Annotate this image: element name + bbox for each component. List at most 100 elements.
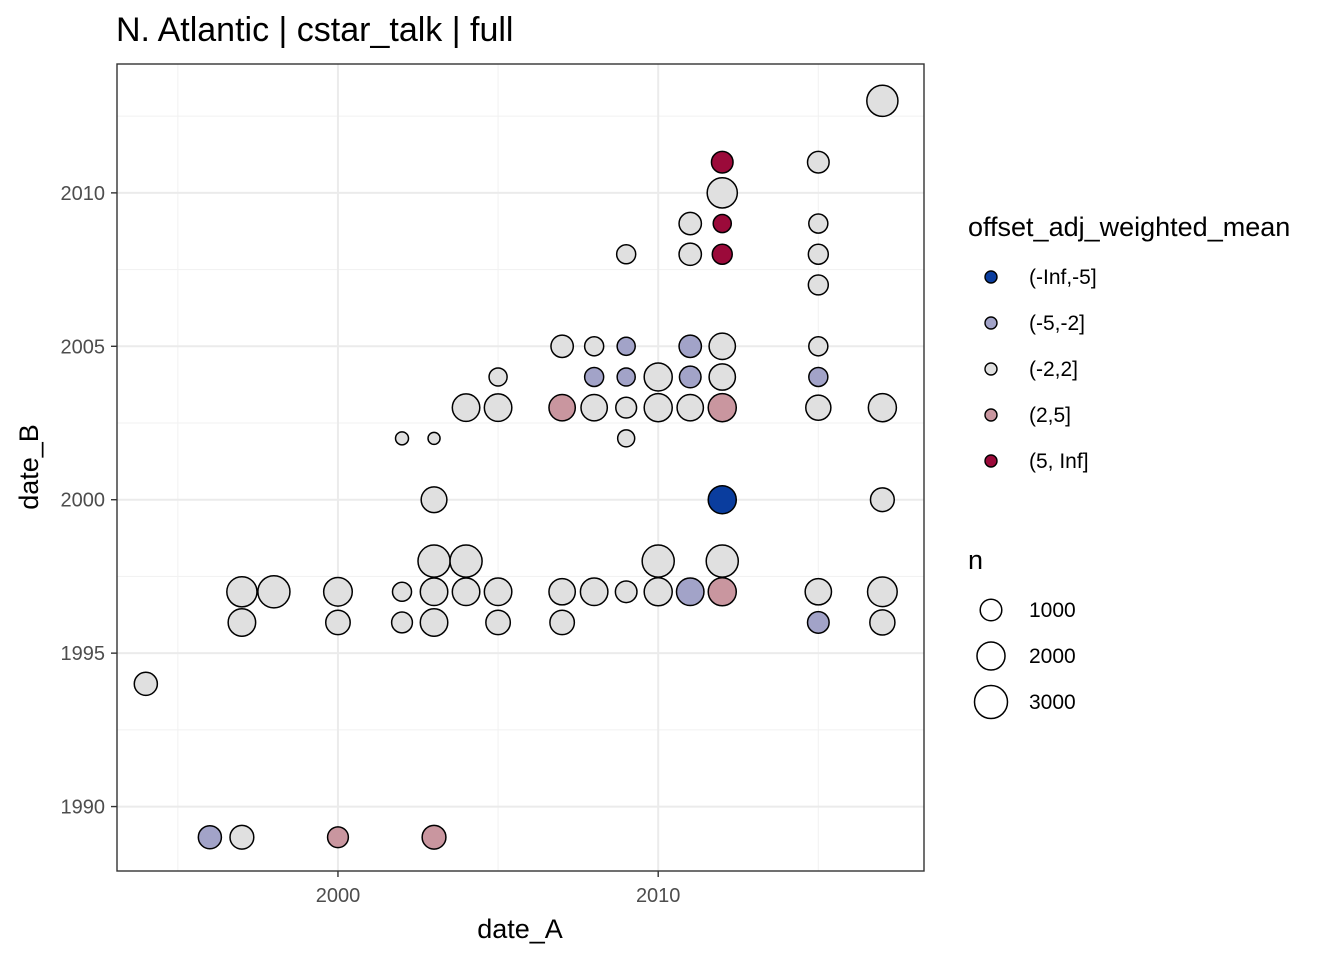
y-tick-label: 1995 <box>61 643 106 665</box>
data-point <box>807 274 830 296</box>
chart-title: N. Atlantic | cstar_talk | full <box>116 11 513 49</box>
data-point <box>483 577 513 607</box>
data-point <box>420 486 448 514</box>
data-point <box>548 393 577 422</box>
color-legend-label: (5, Inf] <box>1029 450 1089 473</box>
data-point <box>806 150 830 174</box>
panel-background <box>117 64 924 871</box>
data-point <box>419 607 449 637</box>
data-point <box>705 544 740 578</box>
y-axis-title: date_B <box>14 424 44 510</box>
x-axis-title: date_A <box>477 914 563 944</box>
data-point <box>866 576 898 608</box>
data-point <box>678 242 703 267</box>
data-point <box>421 824 447 850</box>
data-point <box>804 577 833 606</box>
data-point <box>417 544 451 578</box>
color-legend: offset_adj_weighted_mean (-Inf,-5] (-5,-2… <box>968 212 1290 473</box>
size-legend-key <box>973 684 1009 720</box>
data-point <box>616 367 636 387</box>
color-legend-label: (-Inf,-5] <box>1029 266 1097 289</box>
data-point <box>229 824 255 850</box>
data-point <box>712 213 733 234</box>
data-point <box>707 576 738 607</box>
data-point <box>708 332 737 361</box>
data-point <box>869 609 896 636</box>
data-point <box>614 580 638 604</box>
data-point <box>548 577 577 606</box>
y-tick-label: 2010 <box>61 183 106 205</box>
color-legend-key <box>984 316 998 330</box>
data-point <box>197 824 223 850</box>
data-point <box>419 577 449 607</box>
size-legend-label: 2000 <box>1029 645 1076 668</box>
data-point <box>133 671 159 697</box>
data-point <box>707 392 738 423</box>
data-point <box>615 243 637 265</box>
data-point <box>616 429 636 448</box>
data-point <box>710 150 734 174</box>
data-point <box>708 363 737 391</box>
data-point <box>643 576 673 607</box>
size-legend-key <box>979 598 1003 622</box>
color-legend-label: (2,5] <box>1029 404 1071 427</box>
data-point <box>676 393 705 422</box>
x-axis: 2000 2010 <box>316 871 681 907</box>
data-point <box>579 577 609 607</box>
size-legend-key <box>976 641 1006 671</box>
data-point <box>326 826 350 849</box>
x-tick-label: 2010 <box>636 885 681 907</box>
data-point <box>808 213 829 234</box>
grid-lines <box>117 64 924 871</box>
data-point <box>549 609 576 636</box>
data-point <box>226 575 258 608</box>
data-point <box>451 393 481 423</box>
color-legend-entries: (-Inf,-5] (-5,-2] (-2,2] (2,5] (5, Inf] <box>984 266 1097 473</box>
data-point <box>583 336 605 357</box>
data-point <box>324 609 351 636</box>
color-legend-key <box>984 408 998 422</box>
data-point <box>257 574 291 609</box>
data-point <box>643 392 673 423</box>
data-point <box>449 544 483 578</box>
data-point <box>427 431 441 446</box>
data-point <box>869 487 896 513</box>
data-point <box>488 367 508 387</box>
data-point <box>394 431 410 446</box>
plot-panel <box>116 63 925 872</box>
data-point <box>867 392 898 423</box>
data-point <box>615 396 638 419</box>
y-tick-label: 2000 <box>61 490 106 512</box>
data-point <box>390 611 414 634</box>
x-tick-label: 2000 <box>316 885 361 907</box>
color-legend-key <box>984 454 998 468</box>
data-point <box>808 366 829 388</box>
data-point <box>641 544 675 578</box>
data-point <box>550 334 575 359</box>
size-legend-label: 1000 <box>1029 599 1076 622</box>
size-legend: n 1000 2000 3000 <box>968 545 1076 720</box>
data-point <box>643 362 673 392</box>
color-legend-label: (-5,-2] <box>1029 312 1085 335</box>
color-legend-key <box>984 270 998 284</box>
data-point <box>322 576 354 607</box>
data-point <box>483 393 513 423</box>
data-point <box>678 365 702 389</box>
color-legend-label: (-2,2] <box>1029 358 1078 381</box>
data-point <box>711 243 733 265</box>
data-points <box>133 84 899 850</box>
y-tick-label: 2005 <box>61 336 106 358</box>
data-point <box>806 610 830 635</box>
data-point <box>805 394 832 421</box>
size-legend-title: n <box>968 545 983 575</box>
data-point <box>808 336 829 357</box>
color-legend-title: offset_adj_weighted_mean <box>968 212 1290 242</box>
panel-border <box>116 63 925 872</box>
size-legend-entries: 1000 2000 3000 <box>973 598 1076 720</box>
data-point <box>706 177 739 209</box>
data-point <box>807 243 830 265</box>
data-point <box>678 211 703 236</box>
data-point <box>391 581 413 603</box>
data-point <box>583 366 605 388</box>
